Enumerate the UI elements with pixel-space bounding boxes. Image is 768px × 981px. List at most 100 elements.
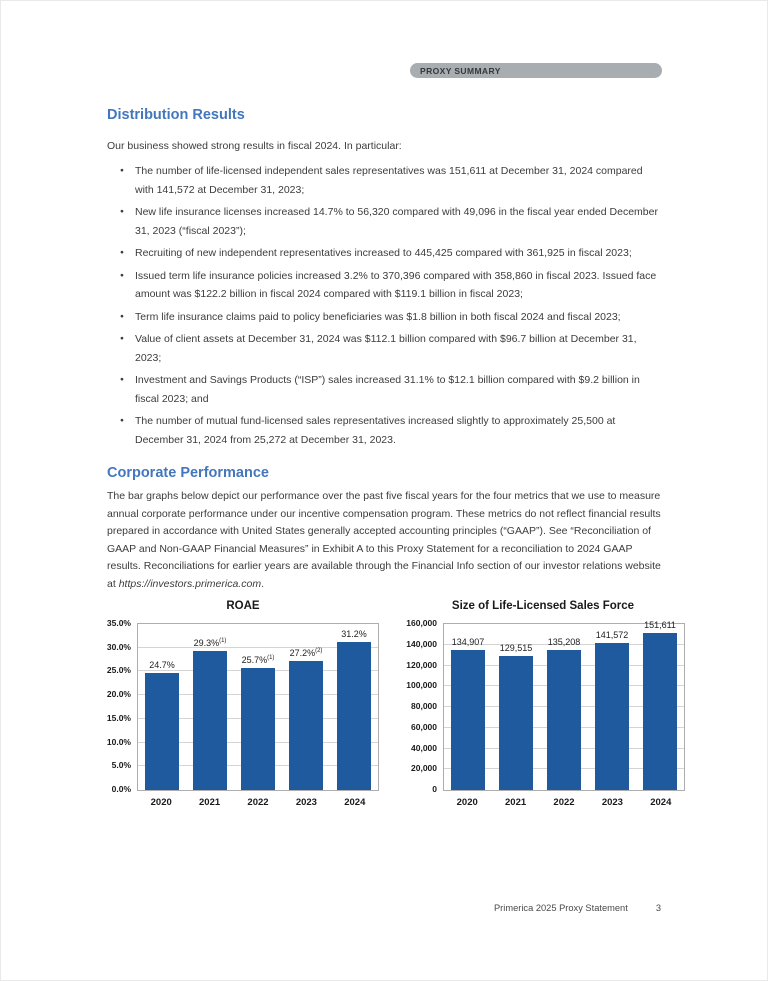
x-tick-label: 2021: [199, 797, 221, 808]
x-tick-label: 2022: [247, 797, 269, 808]
footer-text: Primerica 2025 Proxy Statement: [493, 903, 628, 913]
bullet-item: ● Term life insurance claims paid to poli…: [107, 308, 661, 327]
plot-box: 24.7% 29.3%(1) 25.7%(1) 27.2%(2) 31.2%: [137, 623, 379, 791]
distribution-bullet-list: ● The number of life-licensed independent…: [107, 162, 661, 449]
chart-title: ROAE: [226, 600, 260, 612]
bullet-text: Recruiting of new independent representa…: [135, 247, 632, 259]
bullet-dot-icon: ●: [120, 167, 124, 174]
corporate-performance-heading: Corporate Performance: [107, 465, 269, 481]
footnote-marker: (2): [315, 648, 323, 654]
bar-2023: [595, 643, 629, 790]
footnote-marker: (1): [219, 638, 227, 645]
charts-row: ROAE 0.0% 5.0% 10.0% 15.0% 20.0% 25.0% 30.0% 35.…: [107, 600, 685, 810]
y-tick-label: 15.0%: [106, 712, 131, 723]
x-tick-label: 2020: [150, 797, 172, 808]
bar-value-label: 134,907: [451, 637, 485, 648]
x-axis: 2020 2021 2022 2023 2024: [443, 797, 685, 810]
y-axis: 0.0% 5.0% 10.0% 15.0% 20.0% 25.0% 30.0% 35.0%: [106, 618, 137, 794]
bar-value-label: 141,572: [595, 630, 629, 641]
bar-2021: [193, 651, 227, 790]
gridline: [444, 643, 684, 645]
x-tick-label: 2021: [505, 797, 527, 808]
bar-2021: [499, 655, 533, 790]
bar-value-label: 24.7%: [149, 659, 175, 670]
bar-2020: [451, 650, 485, 790]
bar-2024: [643, 632, 677, 790]
corporate-paragraph: The bar graphs below depict our performa…: [107, 488, 661, 593]
proxy-summary-badge: PROXY SUMMARY: [410, 63, 662, 78]
gridline: [138, 646, 378, 648]
bullet-item: ● The number of life-licensed independent…: [107, 162, 661, 199]
y-tick-label: 20.0%: [106, 689, 131, 700]
page-content: Distribution Results Our business showed…: [107, 107, 685, 810]
bullet-item: ● Value of client assets at December 31, …: [107, 330, 661, 367]
bullet-text: Issued term life insurance policies incr…: [135, 269, 657, 301]
corporate-paragraph-period: .: [261, 577, 264, 590]
y-tick-label: 0: [432, 784, 437, 794]
bullet-dot-icon: ●: [120, 335, 124, 342]
y-axis: 0 20,000 40,000 60,000 80,000 100,000 120,000 1…: [401, 618, 443, 794]
bullet-dot-icon: ●: [120, 271, 124, 279]
page-number: 3: [655, 903, 661, 913]
y-tick-label: 10.0%: [106, 736, 131, 747]
bar-2022: [241, 668, 275, 790]
x-tick-label: 2023: [601, 797, 623, 808]
bar-2024: [337, 642, 371, 790]
bar-value-label: 25.7%(1): [241, 655, 275, 666]
x-tick-label: 2024: [650, 797, 672, 808]
x-tick-label: 2020: [456, 797, 478, 808]
distribution-intro: Our business showed strong results in fi…: [107, 140, 402, 152]
bullet-text: Term life insurance claims paid to polic…: [135, 310, 621, 323]
y-tick-label: 100,000: [406, 680, 437, 691]
bar-value-label: 29.3%(1): [193, 638, 227, 649]
footnote-marker: (1): [267, 655, 275, 662]
x-tick-label: 2023: [295, 797, 317, 808]
roae-chart: ROAE 0.0% 5.0% 10.0% 15.0% 20.0% 25.0% 30.0% 35.…: [107, 600, 379, 810]
page-footer: Primerica 2025 Proxy Statement 3: [494, 903, 661, 913]
x-axis: 2020 2021 2022 2023 2024: [137, 797, 379, 810]
bullet-text: Value of client assets at December 31, 2…: [135, 333, 637, 364]
bullet-text: Investment and Savings Products (“ISP”) …: [135, 374, 640, 405]
y-tick-label: 5.0%: [111, 760, 131, 771]
sales-force-chart: Size of Life-Licensed Sales Force 0 20,000…: [401, 600, 685, 810]
proxy-summary-label: PROXY SUMMARY: [420, 65, 501, 76]
bullet-item: ● New life insurance licenses increased 1…: [107, 203, 661, 240]
bar-value-label: 31.2%: [341, 629, 367, 640]
y-tick-label: 0.0%: [111, 784, 131, 794]
y-tick-label: 140,000: [406, 638, 437, 649]
bar-value-label: 129,515: [499, 642, 533, 653]
plot-box: 134,907 129,515 135,208 141,572 151,611: [443, 619, 685, 791]
bullet-text: New life insurance licenses increased 14…: [135, 206, 658, 237]
bullet-text: The number of life-licensed independent …: [135, 165, 643, 196]
corporate-paragraph-text: The bar graphs below depict our performa…: [107, 490, 661, 590]
bullet-dot-icon: ●: [120, 249, 124, 256]
y-tick-label: 35.0%: [106, 618, 131, 628]
bullet-dot-icon: ●: [120, 376, 124, 383]
x-tick-label: 2024: [344, 797, 366, 808]
y-tick-label: 60,000: [411, 721, 437, 732]
bar-value-label: 27.2%(2): [289, 648, 323, 658]
y-tick-label: 20,000: [411, 763, 437, 774]
bullet-item: ● Investment and Savings Products (“ISP”)…: [107, 371, 661, 408]
y-tick-label: 30.0%: [106, 641, 131, 652]
chart-plot-area: 0.0% 5.0% 10.0% 15.0% 20.0% 25.0% 30.0% 35.0% 24…: [106, 618, 379, 794]
bullet-dot-icon: ●: [120, 417, 124, 424]
bullet-item: ● Recruiting of new independent represent…: [107, 244, 661, 263]
bullet-text: The number of mutual fund-licensed sales…: [135, 415, 616, 446]
distribution-results-heading: Distribution Results: [107, 107, 245, 123]
chart-plot-area: 0 20,000 40,000 60,000 80,000 100,000 120,000 1…: [401, 618, 685, 794]
bar-value-label: 135,208: [547, 636, 581, 647]
x-tick-label: 2022: [553, 797, 575, 808]
y-tick-label: 25.0%: [106, 665, 131, 676]
y-tick-label: 160,000: [406, 618, 437, 628]
bullet-item: ● The number of mutual fund-licensed sale…: [107, 412, 661, 449]
bar-2023: [289, 661, 323, 790]
y-tick-label: 40,000: [411, 742, 437, 753]
y-tick-label: 80,000: [411, 701, 437, 711]
bar-2022: [547, 649, 581, 790]
y-tick-label: 120,000: [406, 659, 437, 670]
bar-value-label: 151,611: [644, 619, 676, 630]
investor-relations-url: https://investors.primerica.com: [118, 577, 262, 590]
bullet-item: ● Issued term life insurance policies inc…: [107, 267, 661, 304]
bullet-dot-icon: ●: [120, 312, 124, 320]
